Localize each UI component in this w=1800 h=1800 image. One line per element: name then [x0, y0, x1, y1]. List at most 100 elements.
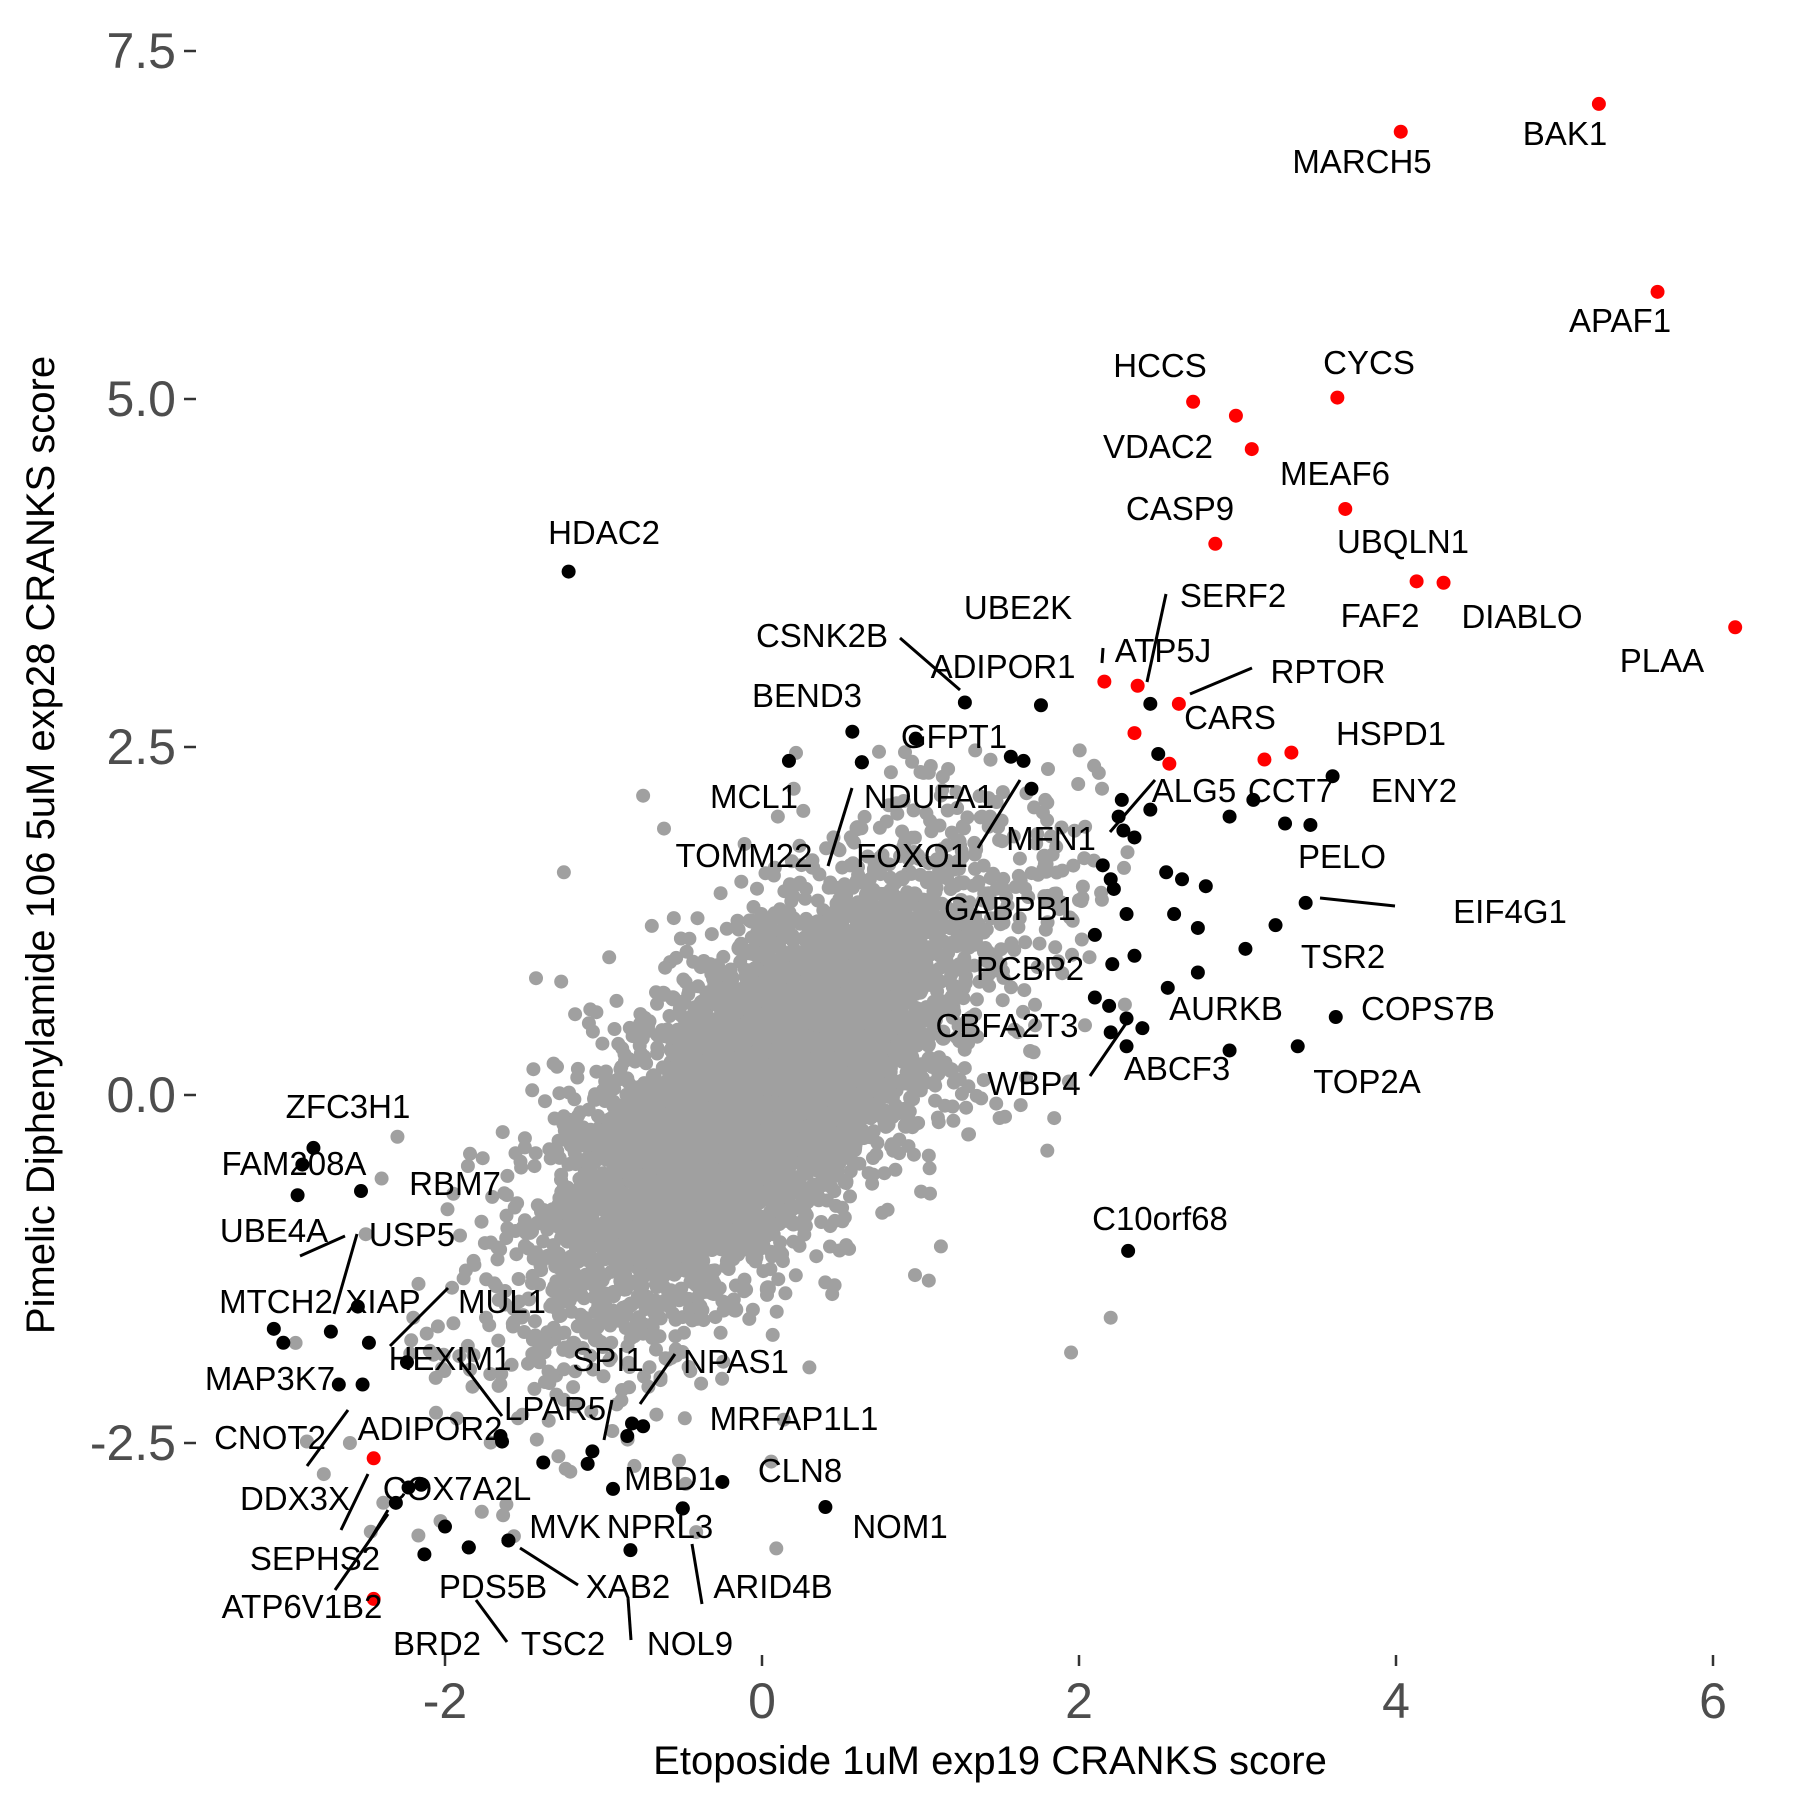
background-point	[538, 1094, 552, 1109]
background-point	[563, 1156, 578, 1171]
background-point	[946, 1113, 961, 1128]
background-point	[602, 950, 617, 965]
background-point	[566, 1380, 581, 1395]
background-point	[960, 810, 975, 825]
background-point	[586, 1362, 601, 1377]
background-point	[730, 913, 745, 928]
background-point	[376, 1495, 391, 1510]
background-point	[921, 964, 938, 981]
background-point	[1051, 954, 1066, 969]
background-point	[983, 752, 998, 767]
background-point	[693, 960, 708, 975]
background-point	[827, 1213, 842, 1228]
background-point	[493, 1242, 508, 1257]
background-point	[535, 1335, 550, 1350]
background-point	[589, 1005, 604, 1020]
background-point	[818, 1275, 833, 1290]
background-point	[1016, 1004, 1030, 1019]
background-point	[500, 1221, 515, 1236]
background-point	[1018, 935, 1033, 950]
background-point	[805, 860, 820, 875]
background-point	[961, 1079, 976, 1094]
background-point	[648, 1305, 665, 1322]
background-point	[565, 1335, 582, 1352]
background-point	[426, 1347, 441, 1362]
background-point	[411, 1276, 426, 1291]
background-point	[1065, 913, 1080, 928]
background-point	[945, 978, 962, 995]
background-point	[615, 1041, 630, 1056]
background-point	[1072, 743, 1087, 758]
background-point	[1044, 829, 1058, 844]
background-point	[547, 1111, 562, 1126]
background-point	[1091, 765, 1106, 780]
background-point	[568, 1364, 583, 1379]
background-point	[682, 931, 697, 946]
background-point	[716, 1354, 731, 1369]
background-point	[976, 858, 991, 873]
background-point	[770, 1246, 786, 1263]
background-point	[810, 1190, 827, 1207]
background-point	[672, 1453, 686, 1468]
background-point	[778, 1286, 793, 1301]
background-point	[529, 1432, 544, 1447]
background-point	[521, 1241, 536, 1256]
background-point	[796, 930, 813, 947]
background-point	[969, 992, 984, 1007]
background-point	[877, 1166, 892, 1181]
background-point	[957, 900, 974, 917]
background-point	[653, 1373, 668, 1388]
background-point	[509, 1247, 524, 1262]
background-point	[750, 881, 764, 896]
background-point	[613, 1274, 628, 1289]
background-point	[1006, 829, 1021, 844]
background-point	[1013, 1098, 1028, 1113]
background-point	[497, 1186, 512, 1201]
background-point	[880, 1202, 895, 1217]
background-point	[914, 1184, 929, 1199]
background-point	[963, 1023, 978, 1038]
background-point	[551, 1282, 568, 1299]
background-point	[585, 1174, 599, 1188]
background-point	[811, 916, 828, 933]
background-point	[642, 1360, 657, 1375]
background-point	[861, 1166, 876, 1181]
background-point	[957, 1061, 972, 1076]
background-point	[852, 1156, 867, 1171]
background-point	[558, 1132, 572, 1147]
background-point	[903, 1090, 920, 1106]
background-point	[765, 1327, 780, 1342]
background-point	[609, 993, 624, 1008]
background-point	[921, 1050, 938, 1067]
background-point	[886, 1143, 901, 1158]
background-point	[1117, 860, 1131, 875]
background-point	[525, 1346, 540, 1361]
background-point	[890, 806, 905, 821]
background-point	[764, 1454, 779, 1469]
background-point	[1019, 1070, 1034, 1085]
background-point	[679, 944, 694, 959]
background-point	[446, 1316, 461, 1331]
background-point	[585, 1024, 600, 1039]
background-point	[974, 1091, 989, 1106]
background-point	[550, 1059, 564, 1074]
background-point	[514, 1160, 529, 1175]
background-point	[557, 1325, 572, 1340]
background-point	[949, 785, 964, 799]
background-point	[823, 875, 838, 890]
background-point	[568, 1399, 582, 1414]
background-point	[1055, 966, 1070, 981]
background-point	[511, 1272, 526, 1286]
background-point	[675, 1345, 690, 1359]
background-point	[536, 1234, 551, 1249]
background-point	[872, 820, 887, 835]
background-point	[881, 798, 896, 813]
background-point	[404, 1333, 419, 1348]
background-point	[316, 1467, 331, 1482]
background-point	[933, 1239, 948, 1254]
background-point	[879, 1116, 896, 1133]
background-point	[955, 916, 970, 931]
background-point	[677, 1411, 692, 1426]
background-point	[458, 1263, 473, 1278]
background-point	[704, 927, 719, 942]
